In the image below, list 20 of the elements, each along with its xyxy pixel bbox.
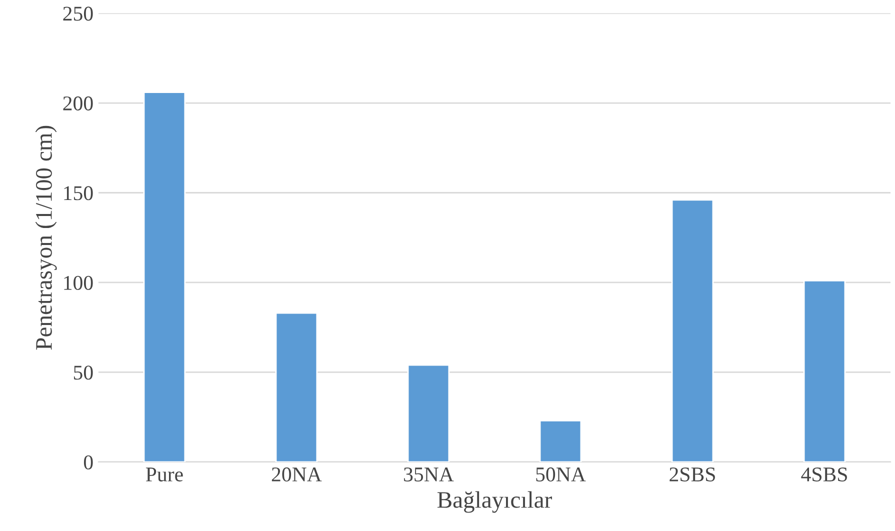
bar xyxy=(407,364,450,462)
y-tick-label: 0 xyxy=(84,455,93,470)
bar xyxy=(803,280,846,462)
x-tick-label: 20NA xyxy=(272,467,322,482)
x-tick-label: 35NA xyxy=(404,467,454,482)
x-tick-label: 50NA xyxy=(536,467,586,482)
x-tick-label: 4SBS xyxy=(801,467,847,482)
y-tick-label: 250 xyxy=(63,6,93,21)
y-tick-label: 100 xyxy=(64,276,93,290)
y-axis-title: Penetrasyon (1/100 cm) xyxy=(35,126,57,350)
bar xyxy=(143,92,186,462)
bar xyxy=(671,199,714,462)
bar xyxy=(275,312,318,462)
x-tick-label: 2SBS xyxy=(670,467,715,482)
x-axis-title: Bağlayıcılar xyxy=(437,491,552,513)
x-tick-label: Pure xyxy=(146,468,183,482)
y-tick-label: 50 xyxy=(74,366,93,380)
y-tick-label: 150 xyxy=(64,186,93,200)
y-tick-label: 200 xyxy=(63,96,93,110)
bar xyxy=(539,420,582,462)
